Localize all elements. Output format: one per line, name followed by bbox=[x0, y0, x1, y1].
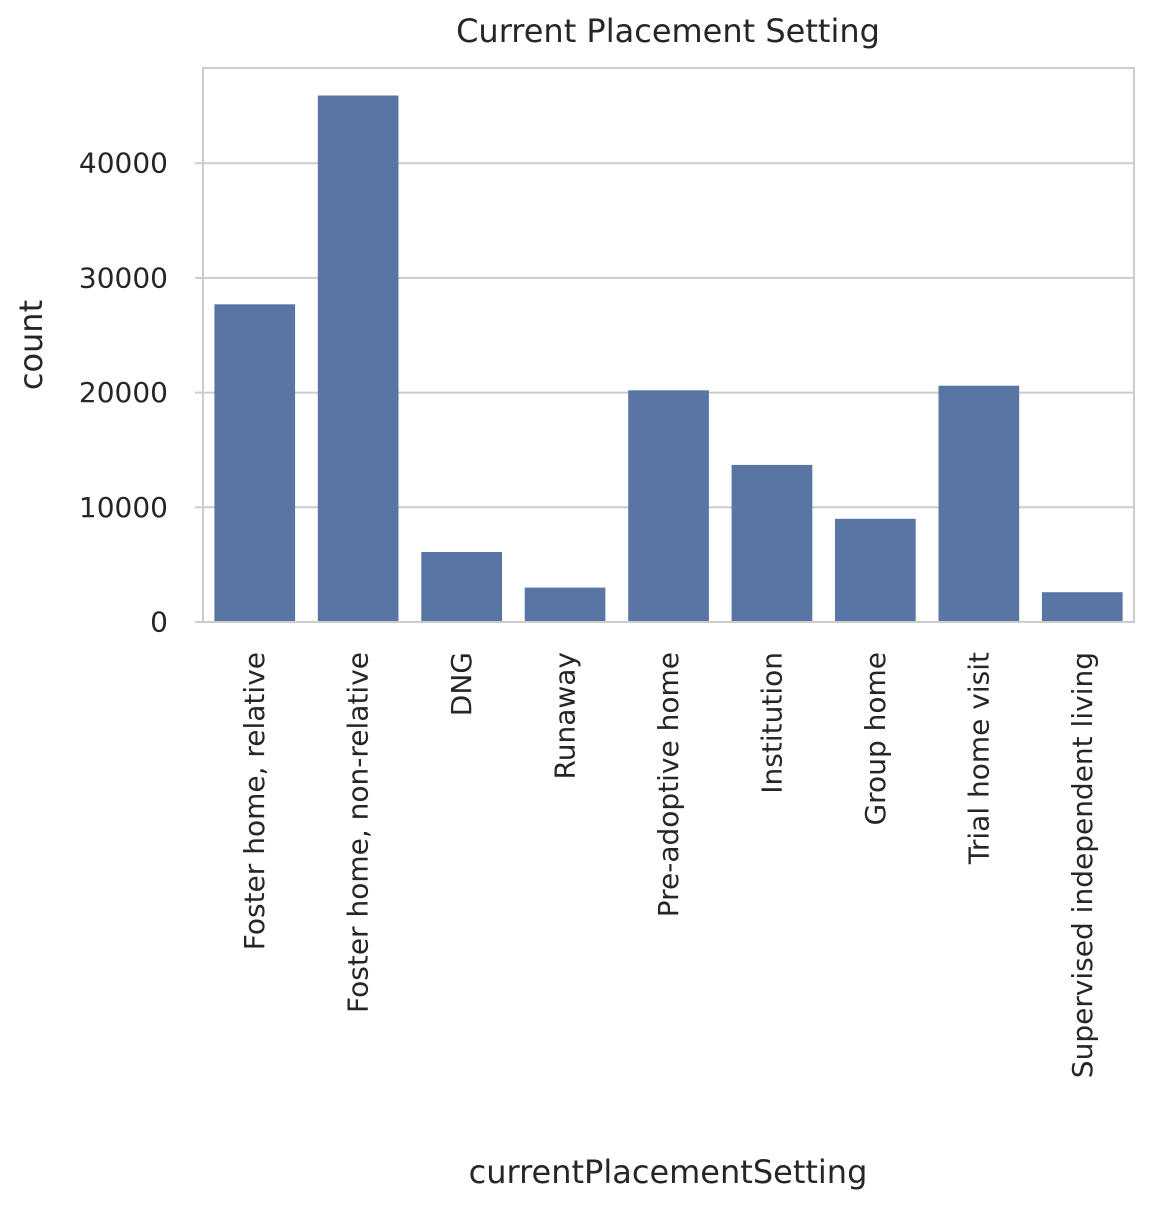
bar bbox=[731, 464, 813, 622]
y-axis-ticks: 0 10000 20000 30000 40000 bbox=[79, 147, 203, 639]
bar bbox=[1041, 592, 1123, 622]
x-axis-ticks: Foster home, relative Foster home, non-re… bbox=[238, 652, 1099, 1078]
y-tick-label: 0 bbox=[150, 606, 168, 639]
y-tick-label: 10000 bbox=[79, 491, 168, 524]
x-tick-label: Foster home, non-relative bbox=[342, 652, 375, 1013]
x-tick-label: Runaway bbox=[549, 652, 582, 779]
x-tick-label: Institution bbox=[755, 652, 788, 794]
bar bbox=[214, 304, 296, 622]
x-tick-label: DNG bbox=[445, 652, 478, 716]
x-tick-label: Supervised independent living bbox=[1066, 652, 1099, 1078]
x-tick-label: Foster home, relative bbox=[238, 652, 271, 950]
x-axis-label: currentPlacementSetting bbox=[469, 1153, 868, 1191]
bar bbox=[421, 552, 502, 622]
bar bbox=[835, 518, 916, 622]
bar bbox=[938, 385, 1020, 622]
bar bbox=[317, 95, 399, 622]
x-tick-label: Trial home visit bbox=[962, 652, 995, 865]
axes-spines bbox=[202, 67, 1135, 623]
x-tick-label: Group home bbox=[859, 652, 892, 826]
y-axis-label: count bbox=[12, 300, 50, 390]
bars bbox=[214, 95, 1123, 622]
bar bbox=[524, 587, 606, 622]
y-tick-label: 30000 bbox=[79, 261, 168, 294]
chart-title: Current Placement Setting bbox=[456, 12, 880, 50]
x-tick-label: Pre-adoptive home bbox=[652, 652, 685, 917]
bar bbox=[628, 390, 709, 622]
y-tick-label: 20000 bbox=[79, 376, 168, 409]
y-tick-label: 40000 bbox=[79, 147, 168, 180]
